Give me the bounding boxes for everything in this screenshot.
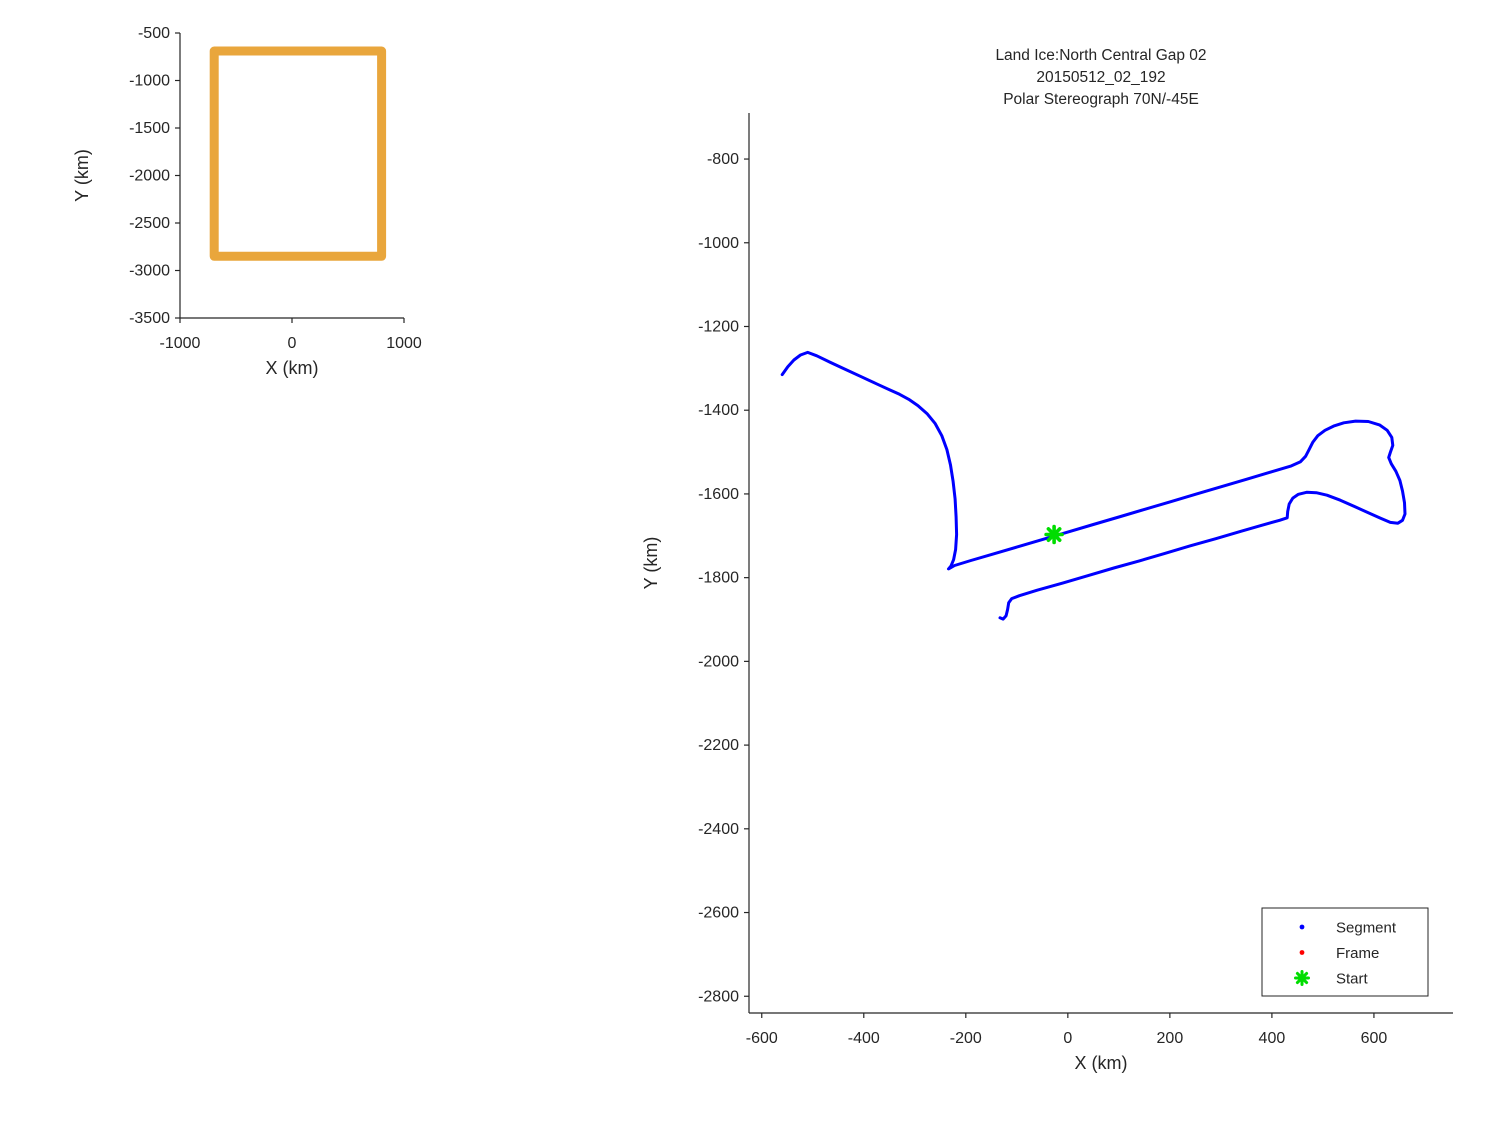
series-mission-overview-track — [209, 46, 387, 261]
y-tick-label: -1600 — [698, 486, 739, 503]
start-marker-stroke — [1046, 527, 1062, 543]
x-tick-label: -200 — [950, 1030, 982, 1047]
x-tick-label: 200 — [1157, 1030, 1184, 1047]
y-tick-label: -2000 — [698, 653, 739, 670]
legend-label: Start — [1336, 971, 1369, 988]
plot-title-line-3: Polar Stereograph 70N/-45E — [1003, 91, 1199, 108]
y-tick-label: -1500 — [129, 120, 170, 137]
legend-entry: Frame — [1299, 945, 1379, 962]
legend-marker-frame-dot-icon — [1299, 950, 1305, 955]
x-axis-label: X (km) — [266, 358, 319, 378]
y-axis-label: Y (km) — [72, 149, 92, 202]
series-segment-track — [780, 350, 1407, 621]
x-axis-label: X (km) — [1075, 1053, 1128, 1073]
legend-label: Frame — [1336, 945, 1379, 962]
y-tick-label: -2000 — [129, 168, 170, 185]
y-tick-label: -1400 — [698, 402, 739, 419]
legend-marker-start-asterisk-icon — [1294, 970, 1310, 986]
y-tick-label: -1800 — [698, 570, 739, 587]
y-tick-label: -800 — [707, 151, 739, 168]
detail-plot: -600 -400 -200 0 200 400 600-800-1000-1200-140… — [641, 47, 1453, 1073]
x-tick-label: 600 — [1361, 1030, 1388, 1047]
x-tick-label: 1000 — [386, 335, 422, 352]
y-tick-label: -2400 — [698, 821, 739, 838]
legend-entry: Segment — [1299, 920, 1397, 937]
start-marker — [1044, 524, 1064, 545]
legend-box — [1261, 907, 1429, 997]
y-tick-label: -1000 — [129, 73, 170, 90]
x-tick-label: 0 — [1063, 1030, 1072, 1047]
y-tick-label: -3500 — [129, 310, 170, 327]
y-tick-label: -1000 — [698, 235, 739, 252]
legend-label: Segment — [1336, 920, 1397, 937]
x-tick-label: 0 — [288, 335, 297, 352]
y-tick-label: -2600 — [698, 905, 739, 922]
y-tick-label: -2200 — [698, 737, 739, 754]
y-tick-label: -2800 — [698, 988, 739, 1005]
y-tick-label: -500 — [138, 25, 170, 42]
y-tick-label: -2500 — [129, 215, 170, 232]
legend-marker-segment-dot-icon — [1299, 924, 1305, 930]
legend-marker-start-asterisk-icon-stroke — [1295, 971, 1309, 985]
legend-entry: Start — [1294, 970, 1369, 988]
y-tick-label: -1200 — [698, 318, 739, 335]
x-tick-label: -1000 — [160, 335, 201, 352]
legend: Segment Frame Start — [1261, 907, 1429, 997]
x-tick-label: -400 — [848, 1030, 880, 1047]
plot-title-line-2: 20150512_02_192 — [1036, 69, 1165, 86]
overview-plot: -1000 0 1000 -500 -1000 -1500 -2000 -2500 -3000 -… — [72, 25, 422, 378]
plot-title-line-1: Land Ice:North Central Gap 02 — [995, 47, 1206, 64]
y-tick-label: -3000 — [129, 263, 170, 280]
x-tick-label: -600 — [746, 1030, 778, 1047]
x-tick-label: 400 — [1259, 1030, 1286, 1047]
y-axis-label: Y (km) — [641, 537, 661, 590]
